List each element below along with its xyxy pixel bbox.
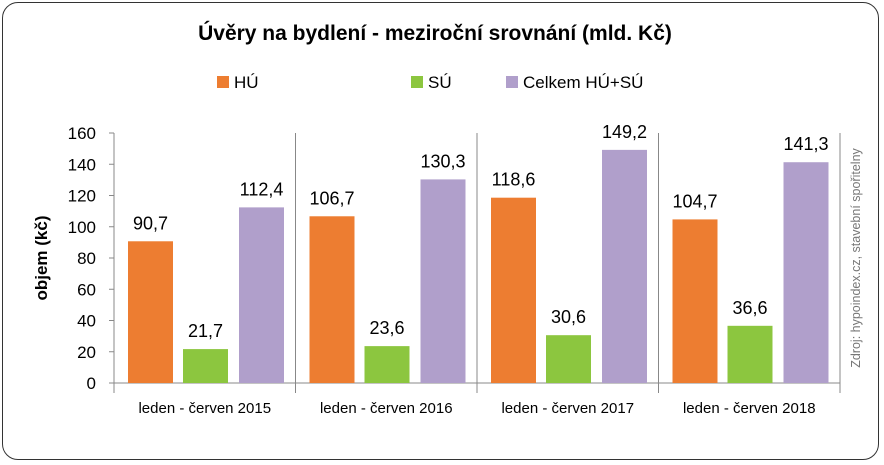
x-tick-label: leden - červen 2016 xyxy=(320,400,453,417)
bar xyxy=(727,325,773,383)
bar xyxy=(309,216,355,383)
y-tick-label: 100 xyxy=(68,218,96,237)
bar xyxy=(546,335,591,383)
bar xyxy=(364,346,410,383)
data-label: 118,6 xyxy=(492,170,536,190)
bar xyxy=(128,241,173,383)
x-tick-label: leden - červen 2018 xyxy=(683,400,816,417)
legend-swatch xyxy=(411,76,423,88)
legend-swatch xyxy=(217,76,229,88)
y-tick-label: 0 xyxy=(87,374,96,393)
y-tick-label: 40 xyxy=(77,312,96,331)
y-tick-label: 20 xyxy=(77,343,96,362)
chart-frame xyxy=(2,2,879,460)
data-label: 30,6 xyxy=(551,307,586,327)
data-label: 130,3 xyxy=(420,151,465,171)
y-axis-label: objem (kč) xyxy=(32,215,51,300)
legend-swatch xyxy=(506,76,518,88)
chart-title: Úvěry na bydlení - meziroční srovnání (m… xyxy=(198,21,672,45)
bar xyxy=(420,179,466,383)
y-tick-label: 140 xyxy=(68,155,96,174)
y-tick-label: 160 xyxy=(68,124,96,143)
data-label: 23,6 xyxy=(369,318,404,338)
data-label: 112,4 xyxy=(240,179,284,199)
data-label: 21,7 xyxy=(188,321,223,341)
legend: HÚ SÚ Celkem HÚ+SÚ xyxy=(217,73,643,92)
bar xyxy=(239,207,284,383)
bar xyxy=(183,349,228,383)
bar xyxy=(672,219,718,383)
bar xyxy=(602,149,647,383)
legend-label: SÚ xyxy=(428,73,452,92)
y-tick-label: 120 xyxy=(68,187,96,206)
y-tick-label: 60 xyxy=(77,280,96,299)
bar xyxy=(491,197,536,383)
bar xyxy=(783,162,829,383)
data-label: 36,6 xyxy=(732,298,767,318)
legend-label: Celkem HÚ+SÚ xyxy=(523,73,643,92)
data-label: 141,3 xyxy=(783,134,828,154)
data-label: 90,7 xyxy=(133,213,168,233)
x-tick-label: leden - červen 2015 xyxy=(138,400,271,417)
source-note: Zdroj: hypoindex.cz, stavební spořitelny xyxy=(849,147,863,367)
data-label: 104,7 xyxy=(672,191,717,211)
data-label: 149,2 xyxy=(602,122,647,142)
legend-label: HÚ xyxy=(234,73,259,92)
y-tick-label: 80 xyxy=(77,249,96,268)
data-label: 106,7 xyxy=(309,188,354,208)
x-tick-label: leden - červen 2017 xyxy=(501,400,634,417)
